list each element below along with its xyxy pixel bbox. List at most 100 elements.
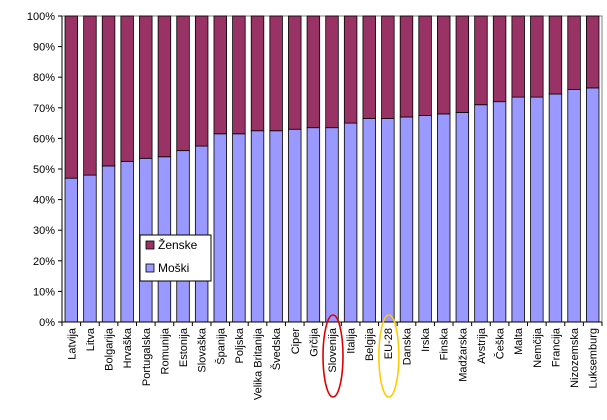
y-tick-label: 50% — [33, 164, 55, 176]
bar-zenske-portugalska — [139, 15, 153, 159]
bar-zenske-eu-28 — [381, 15, 395, 119]
x-tick-label-bolgarija: Bolgarija — [104, 327, 116, 371]
bar-zenske-slovaska — [194, 15, 209, 147]
bar-moski-avstrija — [474, 104, 488, 323]
bar-zenske-ceska — [492, 15, 507, 103]
x-tick-label-irska: Irska — [420, 327, 432, 352]
bar-moski-ceska — [492, 101, 507, 323]
bar-zenske-ciper — [288, 15, 302, 130]
x-tick-label-spanija: Španija — [214, 327, 227, 365]
bar-zenske-finska — [437, 15, 451, 115]
bar-zenske-slovenija — [325, 15, 339, 129]
bar-moski-eu-28 — [381, 118, 395, 323]
y-tick-label: 10% — [33, 286, 55, 298]
y-tick-label: 90% — [33, 42, 55, 54]
bar-moski-madzarska — [455, 111, 470, 323]
x-tick-label-latvija: Latvija — [66, 327, 78, 360]
x-tick-label-slovenija: Slovenija — [327, 327, 339, 373]
bar-moski-nizozemska — [567, 89, 581, 323]
bar-zenske-belgija — [362, 15, 376, 119]
legend-swatch-moski — [145, 263, 155, 273]
x-tick-label-belgija: Belgija — [364, 327, 376, 361]
x-tick-label-svedska: Švedska — [270, 327, 283, 370]
y-tick-label: 60% — [33, 133, 55, 145]
x-tick-label-poljska: Poljska — [234, 327, 246, 363]
legend: Ženske Moški — [139, 234, 212, 282]
x-tick-label-italija: Italija — [346, 327, 358, 354]
x-tick-label-romunija: Romunija — [159, 327, 171, 374]
y-tick-label: 0% — [39, 317, 55, 329]
x-tick-label-estonija: Estonija — [178, 327, 190, 367]
highlight-ellipses — [322, 314, 400, 398]
bar-moski-slovaska — [194, 145, 209, 323]
bar-zenske-avstrija — [474, 15, 488, 106]
bar-moski-slovenija — [325, 127, 339, 323]
bar-moski-nemcija — [530, 96, 544, 323]
bar-moski-belgija — [362, 118, 376, 323]
bar-moski-latvija — [64, 177, 79, 323]
highlight-ellipse-slovenija — [322, 314, 344, 398]
legend-label-zenske: Ženske — [158, 237, 198, 252]
y-tick-label: 40% — [33, 195, 55, 207]
bar-moski-grcija — [306, 127, 321, 323]
bar-zenske-grcija — [306, 15, 321, 129]
bar-moski-finska — [437, 113, 451, 323]
y-tick-label: 70% — [33, 103, 55, 115]
bar-zenske-danska — [399, 15, 414, 118]
x-tick-label-avstrija: Avstrija — [476, 327, 488, 364]
x-tick-label-slovaska: Slovaška — [197, 327, 209, 373]
bar-moski-irska — [418, 115, 432, 323]
x-tick-label-francija: Francija — [550, 327, 562, 367]
x-tick-label-ceska: Češka — [494, 327, 507, 359]
bar-zenske-italija — [343, 15, 358, 124]
bar-moski-danska — [399, 116, 414, 323]
bar-zenske-malta — [511, 15, 525, 98]
x-tick-label-portugalska: Portugalska — [141, 327, 153, 386]
bar-moski-poljska — [232, 133, 246, 323]
bar-zenske-spanija — [213, 15, 227, 135]
x-tick-label-velika-britanija: Velika Britanija — [253, 327, 265, 400]
bar-moski-hrvaska — [120, 160, 134, 323]
bar-zenske-litva — [83, 15, 97, 176]
bar-moski-luksemburg — [585, 87, 600, 323]
x-tick-label-litva: Litva — [85, 327, 97, 351]
x-tick-label-grcija: Grčija — [308, 327, 320, 357]
bar-moski-svedska — [269, 130, 283, 323]
bar-zenske-luksemburg — [585, 15, 600, 89]
bar-zenske-francija — [548, 15, 563, 95]
bar-zenske-svedska — [269, 15, 283, 132]
bar-moski-malta — [511, 96, 525, 323]
bar-moski-spanija — [213, 133, 227, 323]
bar-moski-italija — [343, 122, 358, 323]
bar-zenske-hrvaska — [120, 15, 134, 162]
bar-zenske-estonija — [176, 15, 190, 152]
bar-zenske-romunija — [157, 15, 172, 158]
x-tick-label-malta: Malta — [513, 327, 525, 355]
x-tick-label-nizozemska: Nizozemska — [569, 327, 581, 388]
bar-zenske-bolgarija — [101, 15, 116, 167]
bars-group — [64, 15, 600, 323]
y-axis: 0% 10% 20% 30% 40% 50% 60% 70% 80% 90% 100% — [27, 11, 63, 329]
y-tick-label: 100% — [27, 11, 55, 23]
bar-moski-francija — [548, 93, 563, 323]
legend-label-moski: Moški — [158, 261, 189, 275]
bar-zenske-nizozemska — [567, 15, 581, 90]
highlight-ellipse-eu-28 — [378, 314, 400, 398]
bar-zenske-velika-britanija — [250, 15, 265, 132]
x-tick-label-hrvaska: Hrvaška — [122, 327, 134, 368]
bar-moski-velika-britanija — [250, 130, 265, 323]
x-tick-label-eu-28: EU-28 — [383, 328, 395, 359]
y-tick-label: 80% — [33, 72, 55, 84]
bar-zenske-madzarska — [455, 15, 470, 113]
x-tick-label-danska: Danska — [401, 327, 413, 365]
bar-zenske-latvija — [64, 15, 79, 179]
x-tick-label-finska: Finska — [439, 327, 451, 360]
x-tick-label-madzarska: Madžarska — [457, 327, 469, 382]
legend-swatch-zenske — [145, 240, 155, 250]
x-tick-label-luksemburg: Luksemburg — [588, 328, 600, 389]
bar-zenske-irska — [418, 15, 432, 116]
bar-zenske-poljska — [232, 15, 246, 135]
x-axis: Latvija Litva Bolgarija Hrvaška Portugalska R… — [61, 321, 603, 400]
x-tick-label-nemcija: Nemčija — [532, 327, 544, 368]
